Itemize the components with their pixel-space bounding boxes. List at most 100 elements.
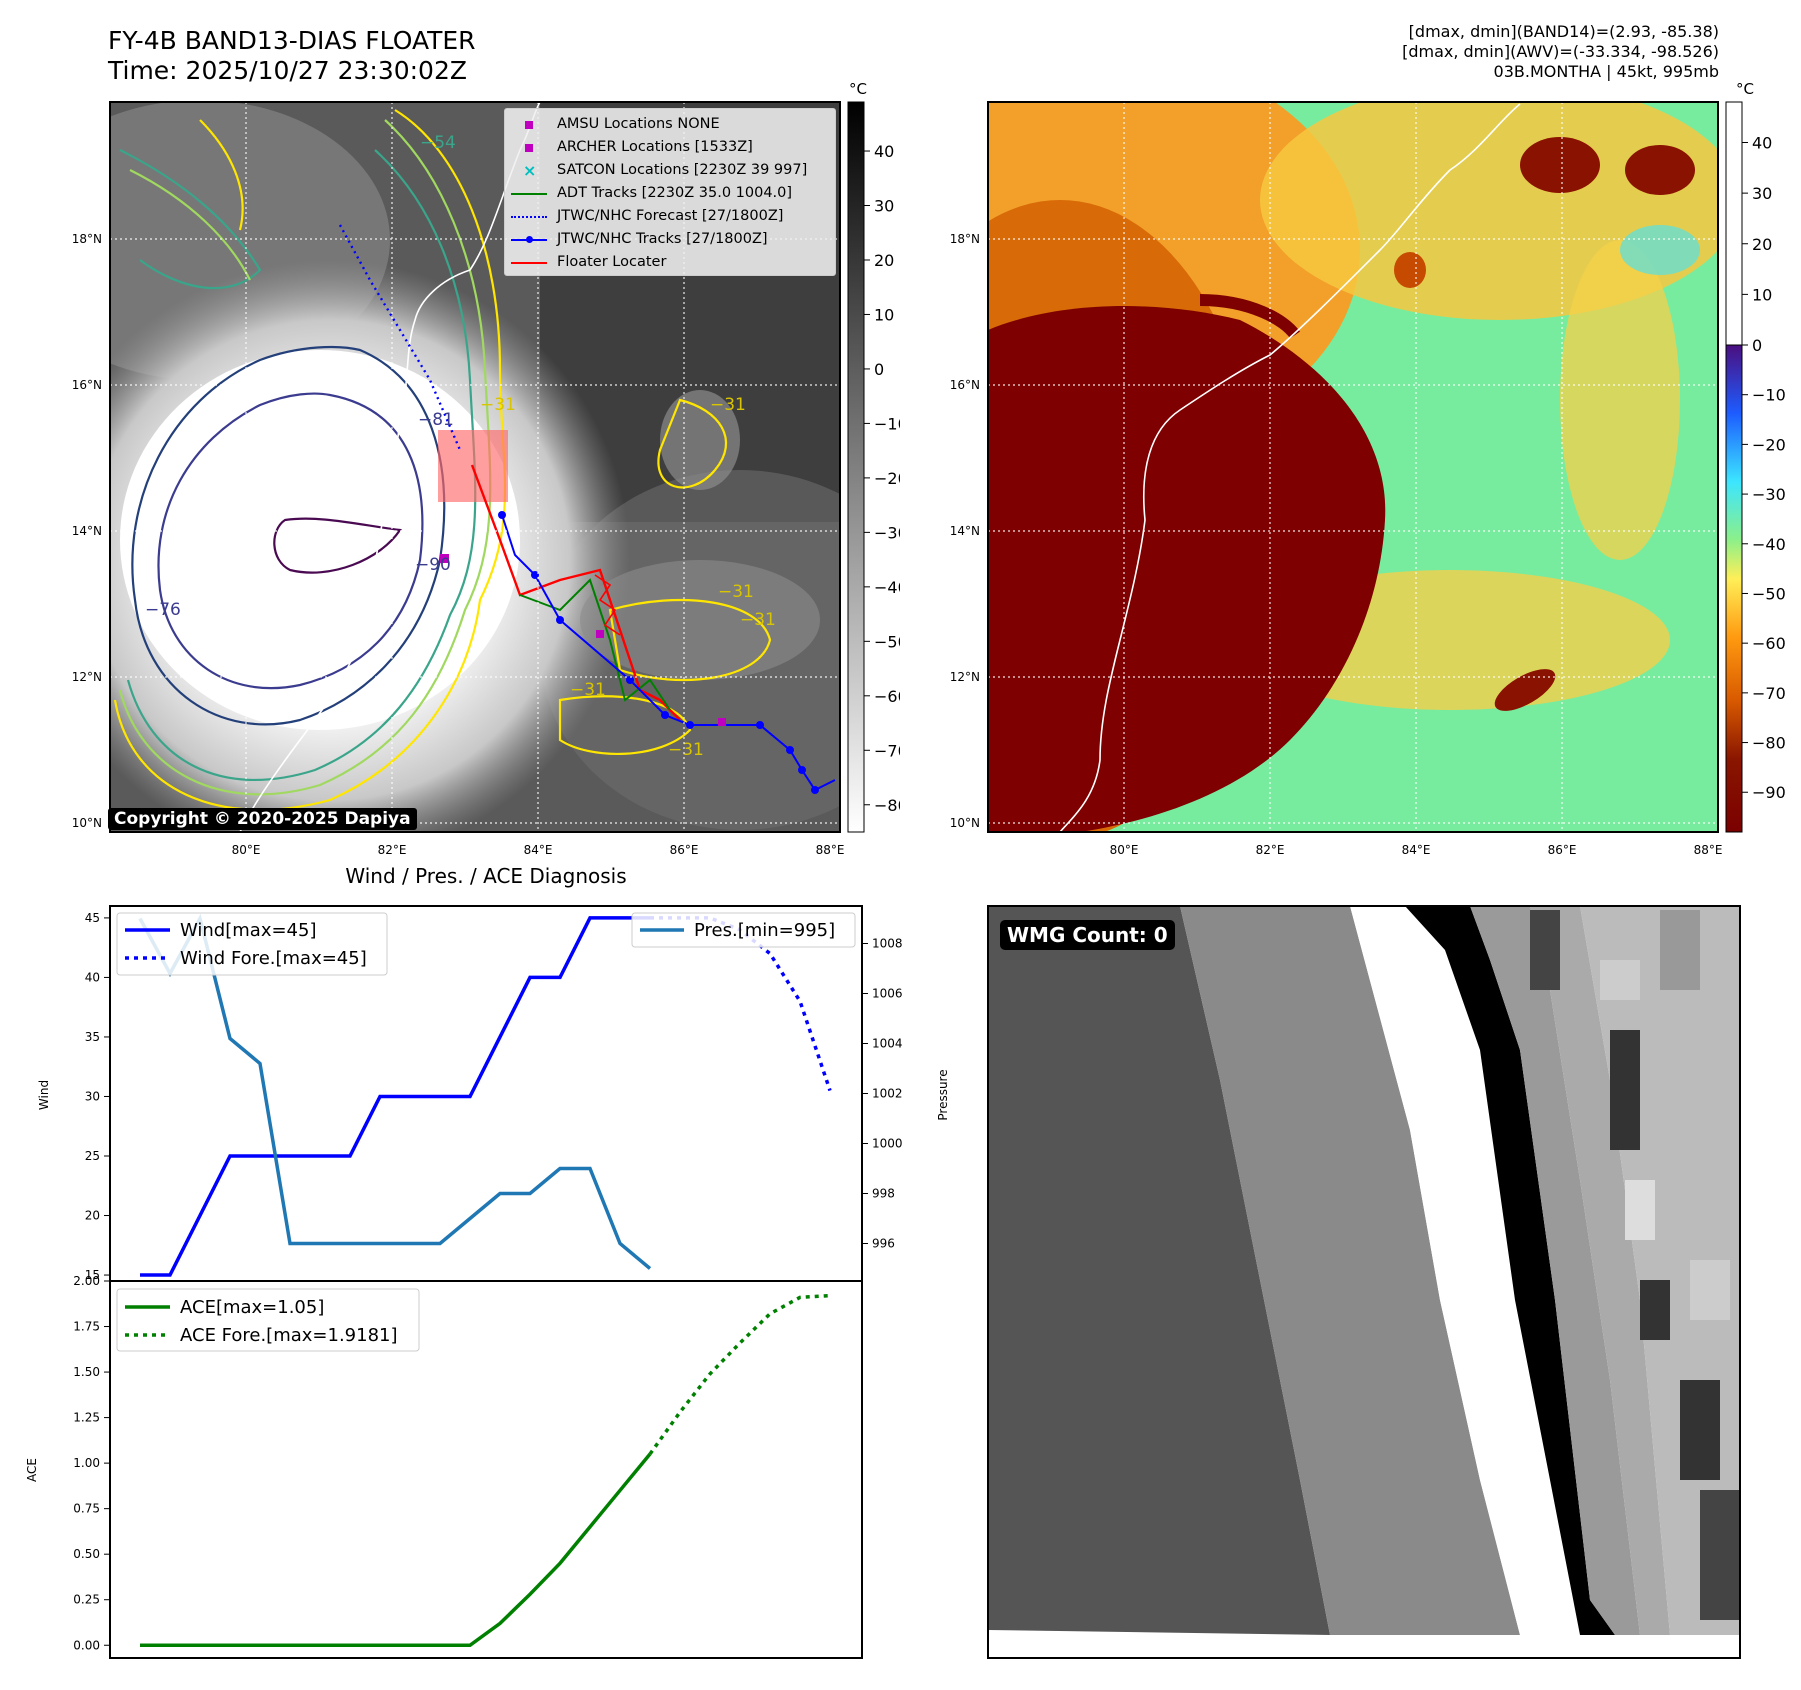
wv-colorbar-tick: −10 — [1752, 386, 1786, 405]
contour-label: −81 — [418, 410, 454, 430]
pressure-ytick: 1006 — [872, 987, 903, 1001]
wv-colorbar-tick: 0 — [1752, 336, 1762, 355]
lon-tick: 86°E — [1548, 843, 1577, 857]
wv-colorbar-tick: −70 — [1752, 684, 1786, 703]
pressure-ytick: 1000 — [872, 1137, 903, 1151]
wind-ylabel: Wind — [37, 1080, 51, 1110]
wv-colorbar-tick: −50 — [1752, 584, 1786, 603]
contour-label: −31 — [480, 395, 516, 415]
wind-legend: Wind[max=45] Wind Fore.[max=45] — [116, 912, 388, 976]
wind-ytick: 35 — [85, 1030, 100, 1044]
lat-tick: 16°N — [950, 378, 980, 392]
pressure-ytick: 996 — [872, 1237, 895, 1251]
wmg-count-badge: WMG Count: 0 — [1000, 920, 1175, 950]
ir-colorbar-tick: −60 — [874, 687, 900, 706]
ir-colorbar-ticks: 40 30 20 10 0 −10 −20 −30 −40 −50 −60 −70 −80 — [864, 142, 900, 815]
ir-colorbar-tick: −40 — [874, 578, 900, 597]
legend-swatch-icon — [511, 234, 547, 246]
wv-colorbar-tick: −20 — [1752, 435, 1786, 454]
ir-map-panel: −54 −31 −31 −31 −31 −31 −31 −81 −90 −76 … — [72, 80, 900, 857]
lat-tick: 18°N — [72, 232, 102, 246]
ir-colorbar-tick: −70 — [874, 741, 900, 760]
contour-label: −76 — [145, 600, 181, 620]
legend-entry: Floater Locater — [511, 251, 829, 274]
pressure-ytick: 998 — [872, 1187, 895, 1201]
legend-swatch-icon — [511, 188, 547, 200]
legend-swatch-icon — [511, 257, 547, 269]
wv-colorbar-tick: −30 — [1752, 485, 1786, 504]
diag-title: Wind / Pres. / ACE Diagnosis — [345, 864, 627, 888]
wind-ytick: 15 — [85, 1268, 100, 1282]
pressure-ytick: 1008 — [872, 937, 903, 951]
contour-label: −31 — [718, 582, 754, 602]
figure-title: FY-4B BAND13-DIAS FLOATER Time: 2025/10/… — [108, 26, 476, 86]
pressure-ytick: 1002 — [872, 1087, 903, 1101]
wv-map-panel: 10°N 12°N 14°N 16°N 18°N 80°E 82°E 84°E … — [950, 80, 1786, 857]
legend-swatch-icon — [511, 119, 547, 131]
ace-ytick: 0.75 — [73, 1502, 100, 1516]
legend-label: AMSU Locations NONE — [557, 116, 720, 132]
ace-ytick: 1.50 — [73, 1365, 100, 1379]
ir-colorbar-tick: 30 — [874, 197, 894, 216]
wv-colorbar-tick: −90 — [1752, 783, 1786, 802]
legend-label: ADT Tracks [2230Z 35.0 1004.0] — [557, 185, 793, 201]
ace-ytick: 1.25 — [73, 1411, 100, 1425]
legend-entry: ADT Tracks [2230Z 35.0 1004.0] — [511, 182, 829, 205]
ir-colorbar-tick: 20 — [874, 251, 894, 270]
lon-tick: 82°E — [1256, 843, 1285, 857]
lon-tick: 84°E — [1402, 843, 1431, 857]
ir-colorbar-tick: 40 — [874, 142, 894, 161]
wv-colorbar-lower — [1725, 344, 1743, 833]
pressure-ylabel: Pressure — [936, 1069, 950, 1120]
lat-tick: 10°N — [950, 816, 980, 830]
contour-label: −54 — [420, 133, 456, 153]
copyright-label: Copyright © 2020-2025 Dapiya — [108, 808, 417, 830]
ir-colorbar-tick: −80 — [874, 796, 900, 815]
wv-colorbar-upper — [1725, 101, 1743, 346]
contour-label: −31 — [668, 740, 704, 760]
lat-tick: 10°N — [72, 816, 102, 830]
wind-ytick: 20 — [85, 1209, 100, 1223]
pressure-legend: Pres.[min=995] — [631, 912, 856, 948]
wv-colorbar-unit: °C — [1736, 80, 1754, 98]
contour-label: −31 — [740, 610, 776, 630]
ace-series-line-0 — [140, 1452, 652, 1648]
legend-entry: ARCHER Locations [1533Z] — [511, 136, 829, 159]
wind-ytick: 30 — [85, 1089, 100, 1103]
ir-colorbar-tick: −10 — [874, 414, 900, 433]
legend-entry: JTWC/NHC Tracks [27/1800Z] — [511, 228, 829, 251]
lat-tick: 12°N — [72, 670, 102, 684]
ir-colorbar-tick: −30 — [874, 523, 900, 542]
series-line-0 — [140, 916, 650, 1277]
legend-entry: AMSU Locations NONE — [511, 113, 829, 136]
lat-tick: 14°N — [72, 524, 102, 538]
legend-label: Floater Locater — [557, 254, 667, 270]
ir-colorbar-tick: 0 — [874, 360, 884, 379]
figure-info: [dmax, dmin](BAND14)=(2.93, -85.38) [dma… — [1402, 22, 1719, 82]
info-line-1: [dmax, dmin](BAND14)=(2.93, -85.38) — [1408, 22, 1719, 41]
legend-ace: ACE[max=1.05] — [180, 1297, 324, 1318]
info-line-3: 03B.MONTHA | 45kt, 995mb — [1493, 62, 1719, 81]
ace-ytick: 0.25 — [73, 1593, 100, 1607]
lat-tick: 18°N — [950, 232, 980, 246]
lat-tick: 16°N — [72, 378, 102, 392]
ir-colorbar-unit: °C — [849, 80, 867, 98]
contour-label: −31 — [710, 395, 746, 415]
lat-tick: 12°N — [950, 670, 980, 684]
lon-tick: 80°E — [232, 843, 261, 857]
legend-swatch-icon: × — [523, 160, 537, 180]
legend-label: SATCON Locations [2230Z 39 997] — [557, 162, 808, 178]
lon-tick: 82°E — [378, 843, 407, 857]
legend-label: JTWC/NHC Tracks [27/1800Z] — [557, 231, 768, 247]
lon-tick: 88°E — [1694, 843, 1723, 857]
ace-ytick: 0.00 — [73, 1638, 100, 1652]
wv-colorbar-tick: −60 — [1752, 634, 1786, 653]
wv-colorbar-tick: −40 — [1752, 535, 1786, 554]
ace-series-line-1 — [648, 1293, 831, 1456]
ace-ytick: 1.75 — [73, 1320, 100, 1334]
ace-legend: ACE[max=1.05] ACE Fore.[max=1.9181] — [116, 1288, 420, 1352]
title-line-2: Time: 2025/10/27 23:30:02Z — [108, 56, 467, 85]
lat-tick: 14°N — [950, 524, 980, 538]
legend-entry: × SATCON Locations [2230Z 39 997] — [511, 159, 829, 182]
lon-tick: 84°E — [524, 843, 553, 857]
